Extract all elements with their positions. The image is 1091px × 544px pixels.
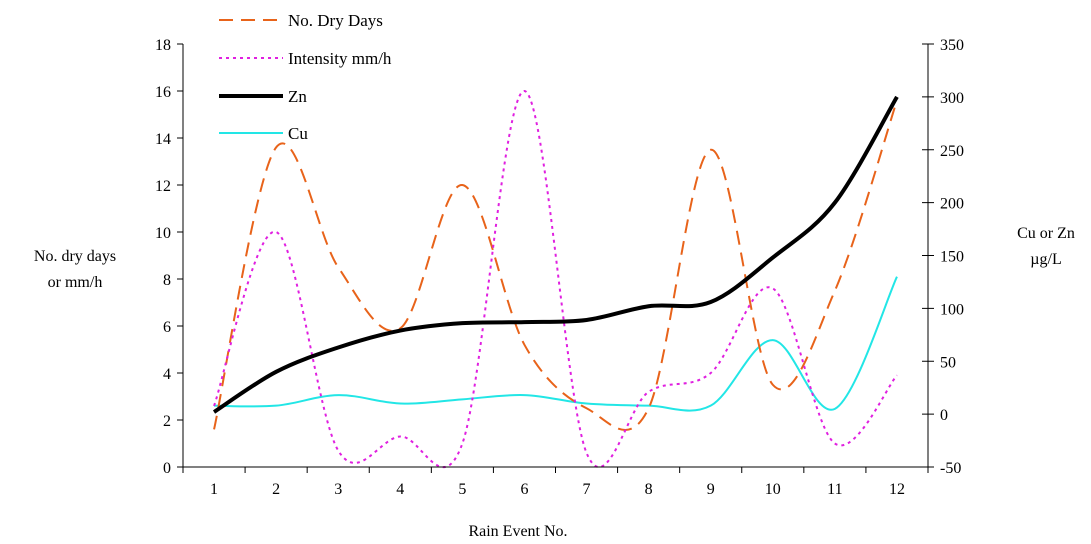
legend-label-cu: Cu bbox=[288, 124, 308, 143]
x-tick-label: 1 bbox=[210, 481, 218, 498]
x-axis-label: Rain Event No. bbox=[468, 523, 567, 540]
y-right-tick-label: 350 bbox=[940, 37, 964, 54]
x-tick-label: 4 bbox=[396, 481, 404, 498]
x-tick-label: 7 bbox=[583, 481, 591, 498]
x-tick-label: 2 bbox=[272, 481, 280, 498]
axes-layer: 024681012141618-500501001502002503003501… bbox=[155, 37, 964, 498]
y-right-tick-label: -50 bbox=[940, 460, 961, 477]
y-left-tick-label: 18 bbox=[155, 37, 171, 54]
y-right-tick-label: 50 bbox=[940, 354, 956, 371]
y-right-tick-label: 150 bbox=[940, 249, 964, 266]
y-right-label-line1: Cu or Zn bbox=[1017, 225, 1075, 242]
series-line-cu bbox=[214, 276, 898, 412]
legend-label-intensity: Intensity mm/h bbox=[288, 49, 392, 68]
x-tick-label: 12 bbox=[889, 481, 905, 498]
y-left-tick-label: 12 bbox=[155, 178, 171, 195]
legend: No. Dry Days Intensity mm/h Zn Cu bbox=[219, 11, 392, 143]
y-left-label-line2: or mm/h bbox=[48, 274, 103, 291]
y-left-tick-label: 2 bbox=[163, 413, 171, 430]
series-layer bbox=[212, 89, 899, 469]
x-tick-label: 5 bbox=[458, 481, 466, 498]
y-left-tick-label: 6 bbox=[163, 319, 171, 336]
series-line-intensity-mm-h bbox=[213, 89, 898, 469]
x-tick-label: 11 bbox=[827, 481, 842, 498]
x-tick-label: 3 bbox=[334, 481, 342, 498]
series-line-zn bbox=[212, 95, 899, 414]
y-left-tick-label: 0 bbox=[163, 460, 171, 477]
x-tick-label: 9 bbox=[707, 481, 715, 498]
y-left-tick-label: 4 bbox=[163, 366, 171, 383]
y-right-tick-label: 100 bbox=[940, 301, 964, 318]
series-line-no-dry-days bbox=[213, 100, 898, 431]
x-tick-label: 6 bbox=[520, 481, 528, 498]
y-left-tick-label: 14 bbox=[155, 131, 171, 148]
x-tick-label: 10 bbox=[765, 481, 781, 498]
y-right-tick-label: 250 bbox=[940, 143, 964, 160]
y-left-tick-label: 10 bbox=[155, 225, 171, 242]
legend-label-zn: Zn bbox=[288, 87, 307, 106]
y-right-label-line2: µg/L bbox=[1030, 251, 1061, 268]
y-right-tick-label: 0 bbox=[940, 407, 948, 424]
y-right-tick-label: 300 bbox=[940, 90, 964, 107]
y-left-tick-label: 8 bbox=[163, 272, 171, 289]
y-left-label-line1: No. dry days bbox=[34, 248, 116, 265]
y-right-tick-label: 200 bbox=[940, 196, 964, 213]
legend-label-dry-days: No. Dry Days bbox=[288, 11, 383, 30]
y-left-tick-label: 16 bbox=[155, 84, 171, 101]
x-tick-label: 8 bbox=[645, 481, 653, 498]
